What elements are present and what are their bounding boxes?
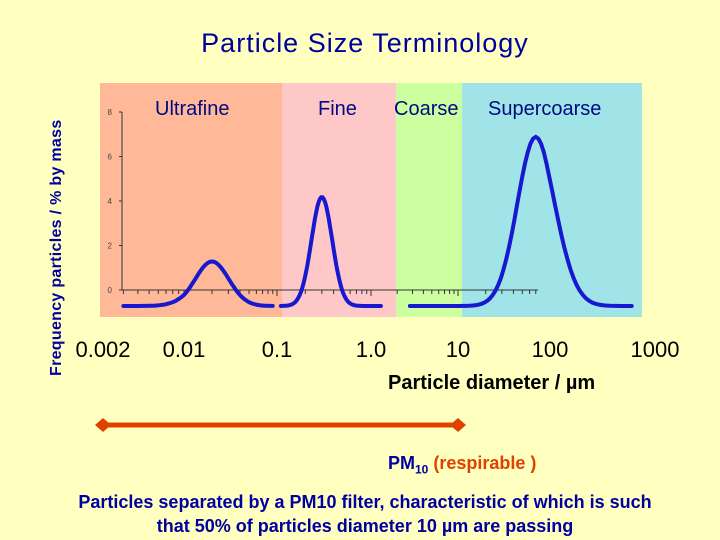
mode-curve-2 xyxy=(278,195,383,308)
y-tick-label: 8 xyxy=(108,108,113,117)
region-ultrafine xyxy=(100,83,282,317)
y-tick-label: 2 xyxy=(108,242,113,251)
mode-curve-1 xyxy=(121,259,275,308)
x-tick-label: 0.002 xyxy=(75,337,131,362)
x-tick-label: 0.01 xyxy=(162,337,206,362)
footnote-line-2: that 50% of particles diameter 10 µm are… xyxy=(156,516,574,536)
x-tick-label: 100 xyxy=(531,337,569,362)
y-tick-label: 6 xyxy=(108,153,113,162)
chart-title: Particle Size Terminology xyxy=(201,28,529,58)
pm10-label: PM10 (respirable ) xyxy=(388,453,536,477)
region-label-supercoarse: Supercoarse xyxy=(488,98,601,120)
pm10-respirable: (respirable ) xyxy=(433,453,537,473)
footnote: Particles separated by a PM10 filter, ch… xyxy=(20,490,710,538)
x-tick-label: 1.0 xyxy=(355,337,387,362)
pm10-subscript: 10 xyxy=(415,462,429,477)
pm10-range-start xyxy=(95,418,111,432)
region-coarse xyxy=(396,83,462,317)
x-tick-label: 1000 xyxy=(630,337,680,362)
region-label-fine: Fine xyxy=(318,98,357,120)
y-tick-label: 0 xyxy=(108,286,113,295)
pm10-range-end xyxy=(450,418,466,432)
x-axis-label: Particle diameter / µm xyxy=(388,372,596,394)
region-label-ultrafine: Ultrafine xyxy=(155,98,229,120)
pm10-prefix: PM xyxy=(388,453,415,473)
region-label-coarse: Coarse xyxy=(394,98,458,120)
footnote-line-1: Particles separated by a PM10 filter, ch… xyxy=(78,492,652,512)
mode-curve-3 xyxy=(407,134,634,308)
x-tick-label: 10 xyxy=(445,337,471,362)
x-tick-label: 0.1 xyxy=(261,337,293,362)
y-tick-label: 4 xyxy=(108,197,113,206)
